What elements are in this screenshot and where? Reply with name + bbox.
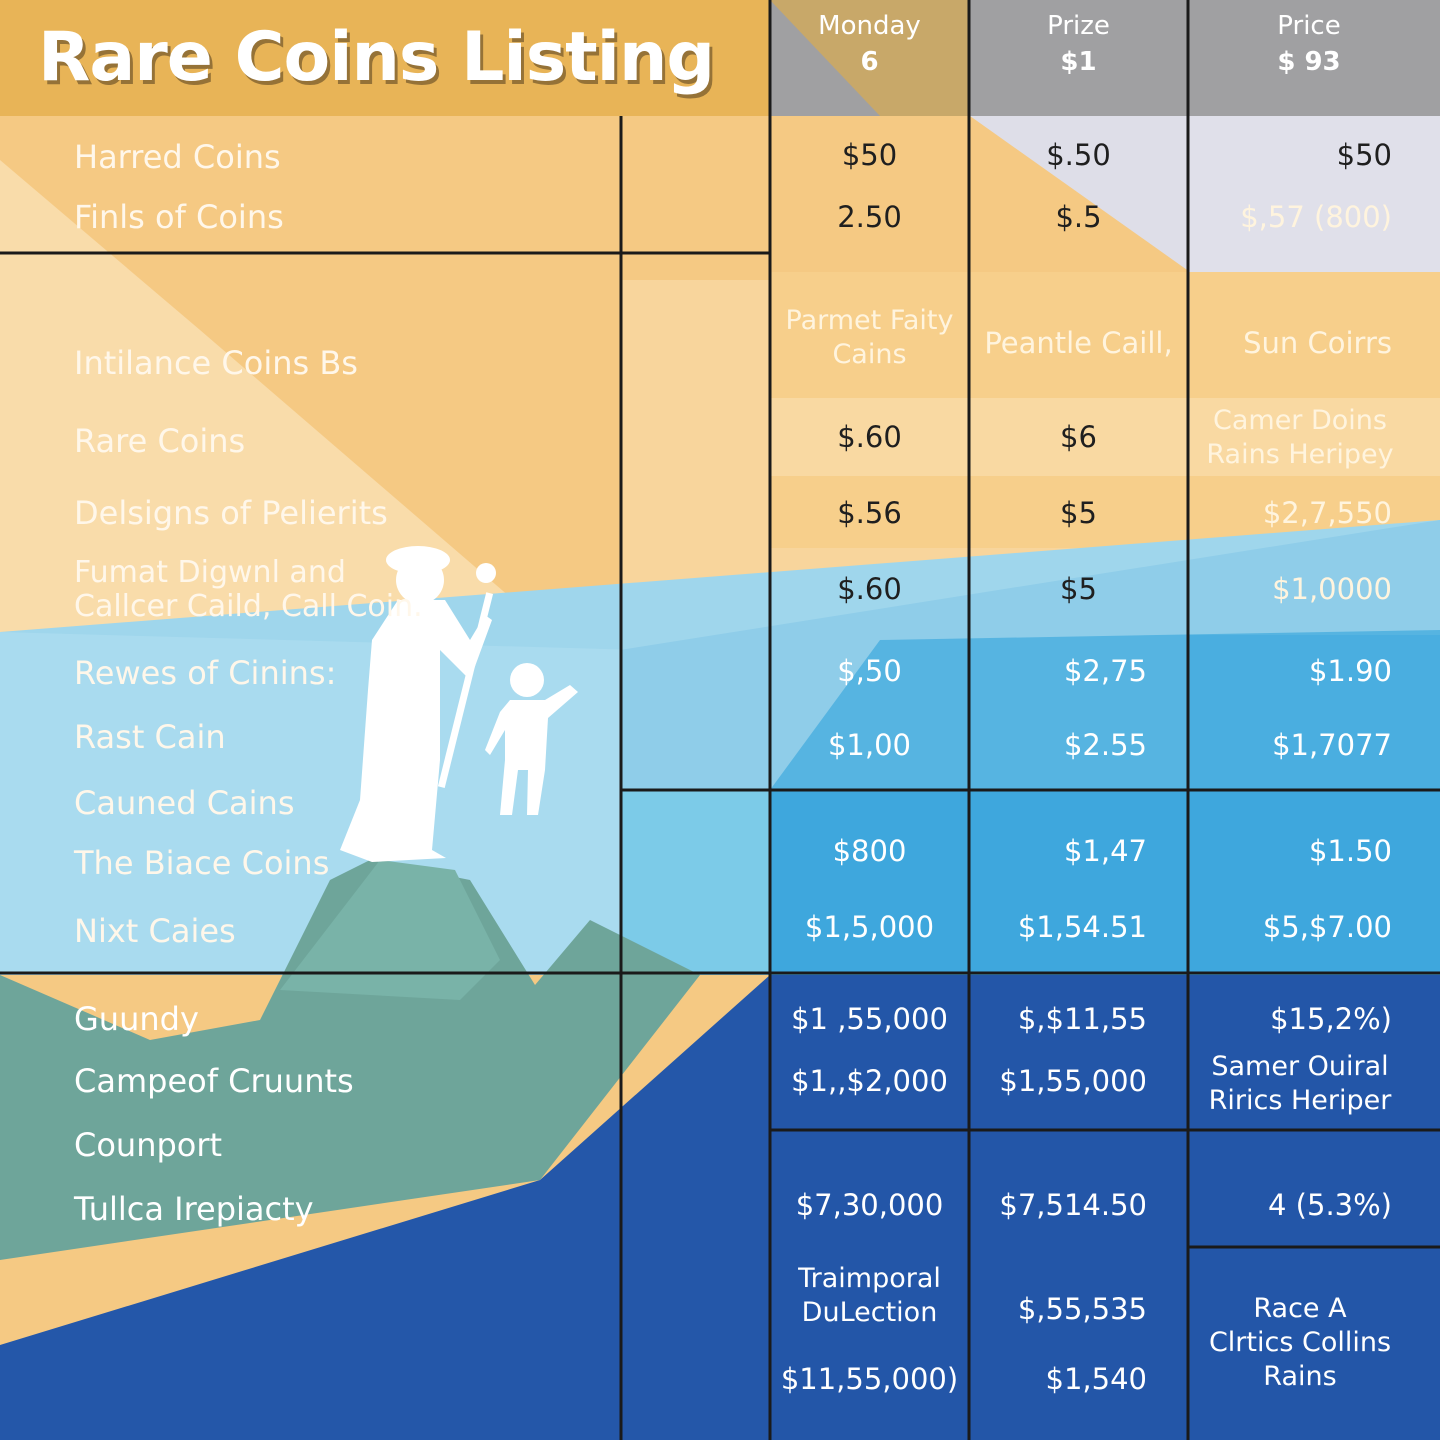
page-title: Rare Coins Listing (38, 18, 715, 97)
table-cell: $1.90 (1308, 654, 1392, 688)
footer-value-left: $11,55,000) (780, 1362, 959, 1396)
column-header-value: 6 (860, 47, 879, 77)
table-cell: $5,$7.00 (1262, 910, 1392, 944)
column-header-value: $1 (1060, 47, 1097, 77)
table-cell: $.50 (1046, 138, 1111, 172)
row-label: Rare Coins (74, 422, 246, 460)
footer-value-mid-top: $,55,535 (1017, 1292, 1147, 1326)
table-cell: $1,0000 (1272, 572, 1392, 606)
footer-value-mid-bottom: $1,540 (1045, 1362, 1147, 1396)
table-cell: $800 (832, 834, 907, 868)
table-cell: $50 (841, 138, 898, 172)
column-header-label: Prize (1047, 11, 1110, 41)
table-cell: $5 (1060, 496, 1097, 530)
row-label: Campeof Cruunts (74, 1062, 354, 1100)
table-cell: $1,7077 (1272, 728, 1392, 762)
table-cell: Samer Ouiral Rirics Heriper (1208, 1051, 1392, 1116)
column-header-label: Price (1277, 11, 1341, 41)
table-cell: Peantle Caill, (984, 326, 1173, 360)
row-label: Harred Coins (74, 138, 281, 176)
row-label: Counport (74, 1126, 223, 1164)
table-cell: $.60 (837, 572, 902, 606)
table-cell: $7,514.50 (999, 1188, 1147, 1222)
row-label: Guundy (74, 1000, 199, 1038)
table-cell: $50 (1336, 138, 1392, 172)
table-cell: $1,00 (827, 728, 912, 762)
row-label: Cauned Cains (74, 784, 295, 822)
footer-note-left: Traimporal DuLection (798, 1263, 941, 1328)
table-cell: Sun Coirrs (1243, 326, 1392, 360)
table-cell: $1,5,000 (804, 910, 935, 944)
table-cell: $1,55,000 (999, 1064, 1147, 1098)
column-header-monday: Monday 6 (770, 8, 969, 80)
row-label: Tullca Irepiacty (74, 1190, 314, 1228)
row-label: Rewes of Cinins: (74, 654, 337, 692)
table-cell: $1,54.51 (1017, 910, 1147, 944)
column-header-prize: Prize $1 (969, 8, 1188, 80)
mother-silhouette-icon (340, 546, 496, 862)
row-label: Finls of Coins (74, 198, 284, 236)
table-cell: $2,7,550 (1262, 496, 1392, 530)
table-cell: $2.55 (1063, 728, 1147, 762)
row-label: The Biace Coins (74, 844, 330, 882)
table-cell: $6 (1060, 420, 1097, 454)
table-cell: $.56 (837, 496, 902, 530)
table-cell: $7,30,000 (795, 1188, 944, 1222)
table-cell: $1 ,55,000 (791, 1002, 948, 1036)
table-cell: $,$11,55 (1017, 1002, 1147, 1036)
child-silhouette-icon (485, 663, 578, 815)
row-label: Delsigns of Pelierits (74, 494, 388, 532)
footer-note-right: Race A Clrtics Collins Rains (1208, 1293, 1392, 1392)
column-header-value: $ 93 (1277, 47, 1341, 77)
table-cell: Camer Doins Rains Heripey (1206, 405, 1394, 470)
row-label: Fumat Digwnl and Callcer Caild, Call Coi… (74, 555, 423, 624)
row-label: Nixt Caies (74, 912, 236, 950)
table-cell: $15,2%) (1270, 1002, 1392, 1036)
table-cell: Parmet Faity Cains (785, 305, 954, 370)
column-header-price: Price $ 93 (1188, 8, 1430, 80)
table-cell: $,50 (837, 654, 902, 688)
mountain-icon (0, 860, 700, 1260)
table-cell: $1,47 (1063, 834, 1147, 868)
table-cell: 2.50 (837, 200, 902, 234)
table-cell: 4 (5.3%) (1268, 1188, 1392, 1222)
table-cell: $1,,$2,000 (791, 1064, 948, 1098)
table-cell: $2,75 (1063, 654, 1147, 688)
row-label: Rast Cain (74, 718, 226, 756)
table-cell: $.5 (1055, 200, 1102, 234)
table-cell: $,57 (800) (1240, 200, 1392, 234)
table-cell: $.60 (837, 420, 902, 454)
column-header-label: Monday (818, 11, 921, 41)
table-cell: $1.50 (1308, 834, 1392, 868)
row-label: Intilance Coins Bs (74, 344, 358, 382)
table-cell: $5 (1060, 572, 1097, 606)
